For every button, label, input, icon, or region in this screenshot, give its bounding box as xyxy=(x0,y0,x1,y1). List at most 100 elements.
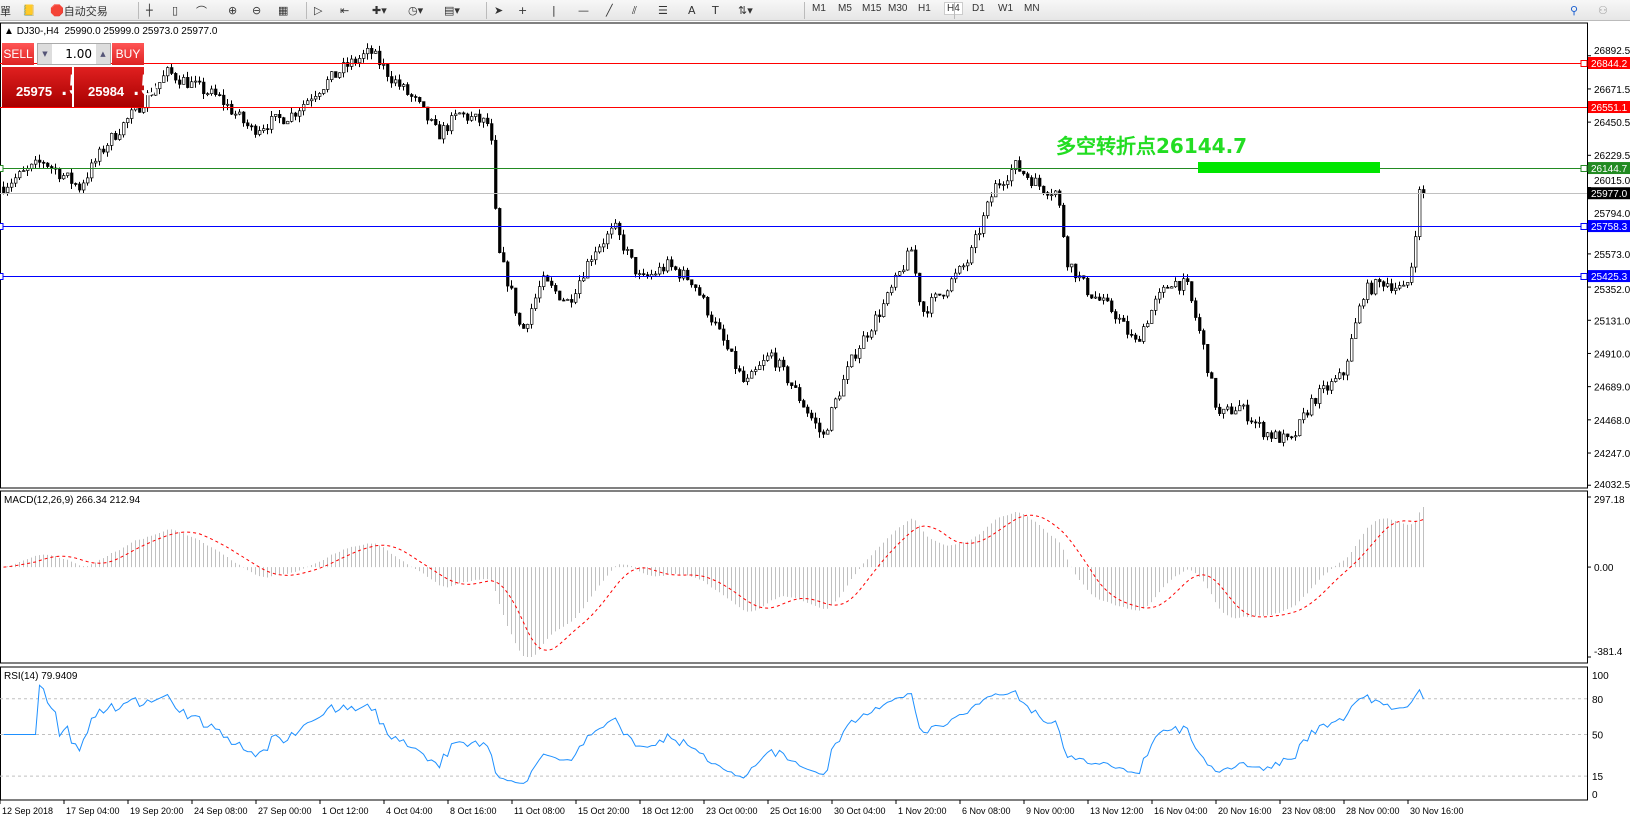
horizontal-line-icon[interactable]: — xyxy=(578,4,589,17)
candle-body xyxy=(958,266,962,274)
search-icon[interactable]: ⚲ xyxy=(1570,4,1579,17)
candle-body xyxy=(550,280,554,286)
candlestick-icon[interactable]: ▯ xyxy=(172,4,179,17)
periods-icon[interactable]: ◷▾ xyxy=(408,4,424,17)
candle-body xyxy=(430,119,434,121)
zoom-out-icon[interactable]: ⊖ xyxy=(252,4,262,17)
rsi-tick-label: 0 xyxy=(1592,790,1598,801)
macd-signal-line xyxy=(3,514,1424,651)
zoom-in-icon[interactable]: ⊕ xyxy=(228,4,238,17)
candles xyxy=(2,43,1426,447)
tile-windows-icon[interactable]: ▦ xyxy=(278,4,289,17)
candle-body xyxy=(610,227,614,235)
arrows-icon[interactable]: ⇅▾ xyxy=(738,4,753,17)
candle-body xyxy=(1406,282,1410,286)
auto-trading-button[interactable]: 🛑 自动交易 xyxy=(50,2,108,19)
trendline-icon[interactable]: ╱ xyxy=(606,4,613,17)
vertical-line-icon[interactable]: | xyxy=(552,4,556,17)
timeframe-mn[interactable]: MN xyxy=(1024,3,1040,14)
text-label-icon[interactable]: T xyxy=(712,4,719,17)
community-icon[interactable]: ⚇ xyxy=(1598,4,1608,17)
candle-body xyxy=(1318,388,1322,404)
candle-body xyxy=(1338,372,1342,379)
cursor-icon[interactable]: ➤ xyxy=(494,4,504,17)
book-icon[interactable]: 📒 xyxy=(22,4,36,17)
time-label: 19 Sep 20:00 xyxy=(130,806,184,816)
level-handle xyxy=(0,273,4,280)
price-tick-label: 24032.5 xyxy=(1594,480,1630,491)
lot-increase-button[interactable]: ▲ xyxy=(96,44,110,64)
price-tick-label: 25794.0 xyxy=(1594,209,1630,220)
candle-body xyxy=(1190,281,1194,302)
templates-icon[interactable]: ▤▾ xyxy=(444,4,460,17)
timeframe-m1[interactable]: M1 xyxy=(812,3,826,14)
candle-body xyxy=(634,256,638,275)
candle-body xyxy=(1226,406,1230,410)
candle-body xyxy=(1290,436,1294,439)
candle-body xyxy=(1394,287,1398,292)
candle-body xyxy=(58,168,62,180)
timeframe-h4[interactable]: H4 xyxy=(944,2,963,15)
candle-body xyxy=(1274,431,1278,439)
level-handle xyxy=(0,165,4,172)
timeframe-m15[interactable]: M15 xyxy=(862,3,882,14)
timeframe-m5[interactable]: M5 xyxy=(838,3,852,14)
candle-body xyxy=(638,273,642,275)
price-tick-label: 24689.0 xyxy=(1594,383,1630,394)
equidistant-channel-icon[interactable]: ⫽ xyxy=(632,3,637,17)
candle-body xyxy=(74,183,78,185)
candle-body xyxy=(714,321,718,324)
candle-body xyxy=(894,274,898,288)
time-label: 11 Oct 08:00 xyxy=(514,806,565,816)
timeframe-d1[interactable]: D1 xyxy=(972,3,985,14)
candle-body xyxy=(34,159,38,165)
candle-body xyxy=(474,113,478,117)
candle-body xyxy=(466,113,470,121)
time-label: 24 Sep 08:00 xyxy=(194,806,248,816)
lot-size-field[interactable]: ▼ 1.00 ▲ xyxy=(37,43,111,65)
candle-body xyxy=(1014,160,1018,170)
buy-button[interactable]: BUY xyxy=(112,43,144,65)
candle-body xyxy=(334,71,338,78)
line-chart-icon[interactable]: ⌒ xyxy=(196,4,207,18)
time-label: 13 Nov 12:00 xyxy=(1090,806,1144,816)
candle-body xyxy=(606,233,610,245)
candle-body xyxy=(18,171,22,179)
candle-body xyxy=(1122,317,1126,322)
indicators-icon[interactable]: ✚▾ xyxy=(372,4,387,17)
candle-body xyxy=(1398,285,1402,289)
time-label: 4 Oct 04:00 xyxy=(386,806,433,816)
sell-price-button[interactable]: 25975.5 xyxy=(2,67,85,107)
candle-body xyxy=(174,73,178,81)
candle-body xyxy=(114,133,118,140)
buy-price-button[interactable]: 25984 .5 xyxy=(74,67,157,107)
candle-body xyxy=(326,79,330,90)
candle-body xyxy=(842,379,846,397)
level-handle xyxy=(1580,223,1588,230)
text-icon[interactable]: A xyxy=(688,4,696,17)
crosshair-icon[interactable]: + xyxy=(518,4,528,17)
level-price-tag xyxy=(1588,220,1630,233)
bar-chart-icon[interactable]: ┼ xyxy=(146,4,153,17)
candle-body xyxy=(346,62,350,67)
candle-body xyxy=(586,261,590,279)
price-tick-label: 26450.5 xyxy=(1594,118,1630,129)
timeframe-m30[interactable]: M30 xyxy=(888,3,908,14)
level-price-tag xyxy=(1588,57,1630,69)
fibonacci-icon[interactable]: ☰ xyxy=(658,4,668,17)
candle-body xyxy=(730,348,734,352)
timeframe-w1[interactable]: W1 xyxy=(998,3,1013,14)
sell-button[interactable]: SELL xyxy=(2,43,34,65)
candle-body xyxy=(690,279,694,286)
time-label: 20 Nov 16:00 xyxy=(1218,806,1272,816)
candle-body xyxy=(226,103,230,106)
level-price-tag xyxy=(1588,187,1630,200)
candle-body xyxy=(250,125,254,128)
chart-shift-icon[interactable]: ⇤ xyxy=(340,4,350,17)
auto-scroll-icon[interactable]: ▷ xyxy=(314,4,323,17)
lot-decrease-button[interactable]: ▼ xyxy=(38,44,52,64)
candle-body xyxy=(1346,360,1350,376)
candle-body xyxy=(1234,410,1238,415)
timeframe-h1[interactable]: H1 xyxy=(918,3,931,14)
